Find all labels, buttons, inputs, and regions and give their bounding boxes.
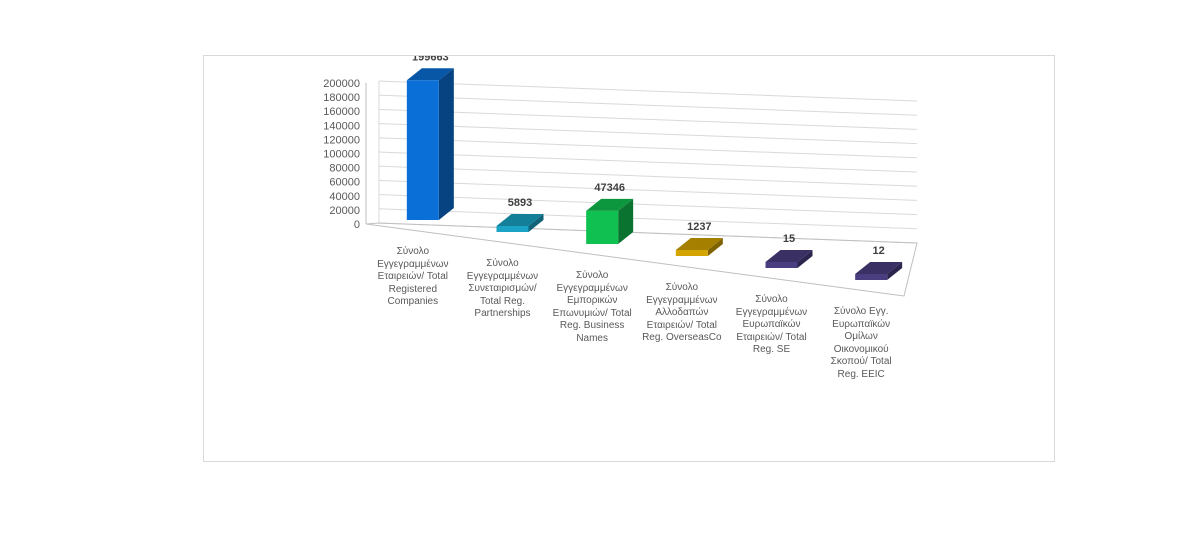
data-label: 47346 <box>594 182 625 194</box>
chart-area: 0 20000 40000 60000 80000 100000 120000 140000 1… <box>203 55 1055 462</box>
data-label: 1237 <box>687 221 711 233</box>
bar-front <box>496 226 529 232</box>
bar-side <box>797 250 813 268</box>
bar-front <box>586 210 619 244</box>
bar-front <box>406 80 439 220</box>
bar-top <box>855 262 903 274</box>
data-label: 199663 <box>412 56 449 63</box>
bar-front <box>765 262 798 268</box>
category-label: Σύνολο Εγγεγραμμένων Ευρωπαϊκών Εταιρειώ… <box>735 294 808 355</box>
bar-side <box>618 198 634 244</box>
y-tick-label: 160000 <box>323 106 360 118</box>
bar <box>675 238 723 256</box>
y-tick-label: 0 <box>354 219 360 231</box>
y-tick-label: 200000 <box>323 78 360 90</box>
bar-top <box>765 250 813 262</box>
data-label: 5893 <box>508 197 532 209</box>
gridline <box>378 151 918 173</box>
data-label: 15 <box>783 233 795 245</box>
y-tick-label: 120000 <box>323 134 360 146</box>
gridline <box>378 194 918 216</box>
y-tick-label: 60000 <box>329 177 360 189</box>
y-tick-label: 40000 <box>329 191 360 203</box>
bar-top <box>496 214 544 226</box>
gridline <box>378 123 918 145</box>
bar-side <box>528 214 544 232</box>
gridline <box>378 80 918 102</box>
category-label: Σύνολο Εγγ. Ευρωπαϊκών Ομίλων Οικονομικο… <box>830 306 892 380</box>
gridline <box>378 179 918 201</box>
bar-top <box>586 198 634 211</box>
gridline <box>378 94 918 116</box>
bar-front <box>855 274 888 280</box>
category-label: Σύνολο Εγγεγραμμένων Αλλοδαπών Εταιρειών… <box>642 282 722 343</box>
bar <box>765 250 813 268</box>
bar <box>406 68 454 220</box>
gridline <box>378 108 918 130</box>
gridline <box>378 165 918 187</box>
bar <box>855 262 903 280</box>
gridline <box>378 137 918 159</box>
bar-front <box>675 250 708 256</box>
y-tick-label: 80000 <box>329 163 360 175</box>
data-label: 12 <box>873 245 885 257</box>
bar <box>586 198 634 244</box>
bar <box>496 214 544 232</box>
gridline <box>378 208 918 230</box>
chart-floor <box>365 222 918 297</box>
category-label: Σύνολο Εγγεγραμμένων Εταιρειών/ Total Re… <box>377 246 449 307</box>
y-tick-label: 100000 <box>323 149 360 161</box>
y-tick-label: 180000 <box>323 92 360 104</box>
category-label: Σύνολο Εγγεγραμμένων Συνεταιρισμών/ Tota… <box>466 258 539 319</box>
category-label: Σύνολο Εγγεγραμμένων Εμπορικών Επωνυμιών… <box>552 270 632 344</box>
bar-side <box>438 68 454 220</box>
y-tick-label: 20000 <box>329 205 360 217</box>
bar-side <box>707 238 723 256</box>
bar-top <box>406 68 454 81</box>
y-tick-label: 140000 <box>323 120 360 132</box>
bar-side <box>887 262 903 280</box>
bar-chart: 0 20000 40000 60000 80000 100000 120000 140000 1… <box>323 56 918 297</box>
bar-top <box>675 238 723 250</box>
